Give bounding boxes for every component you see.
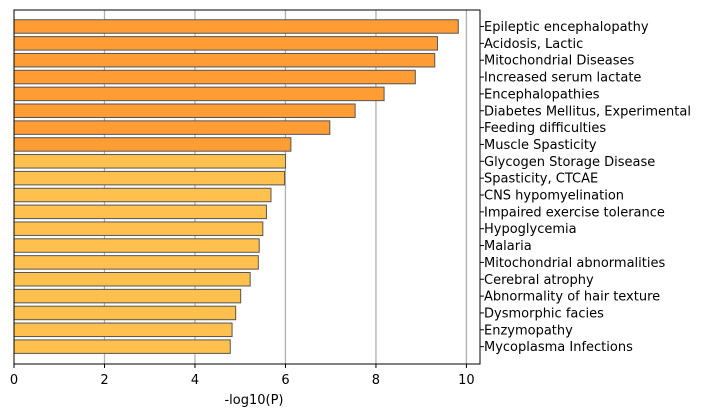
category-label: Enzymopathy — [484, 323, 573, 338]
x-tick-label: 8 — [372, 373, 380, 388]
bar — [13, 86, 385, 102]
bar — [13, 120, 331, 135]
category-label: CNS hypomyelination — [484, 189, 624, 204]
bar — [13, 322, 233, 338]
category-label: Abnormality of hair texture — [484, 290, 660, 305]
bar — [13, 69, 416, 85]
x-tick-label: 2 — [100, 373, 108, 388]
bar-series — [13, 19, 459, 354]
category-label: Mycoplasma Infections — [484, 340, 633, 355]
grid-lines — [103, 10, 468, 364]
category-label: Cerebral atrophy — [484, 273, 594, 288]
category-label: Feeding difficulties — [484, 121, 606, 136]
category-label: Impaired exercise tolerance — [484, 205, 665, 220]
bar — [13, 255, 259, 270]
bar — [13, 238, 260, 253]
bar — [13, 187, 272, 203]
x-axis-ticks: 0 2 4 6 8 10 — [10, 364, 475, 388]
bar — [13, 19, 459, 34]
category-label: Increased serum lactate — [484, 71, 641, 86]
bar — [13, 170, 286, 186]
bar — [13, 52, 436, 68]
category-label: Mitochondrial abnormalities — [484, 256, 665, 271]
bar — [13, 288, 242, 304]
bar — [13, 103, 356, 118]
category-label: Muscle Spasticity — [484, 138, 597, 153]
category-label: Epileptic encephalopathy — [484, 20, 649, 35]
category-label: Diabetes Mellitus, Experimental — [484, 104, 691, 119]
category-label: Encephalopathies — [484, 87, 600, 102]
bar — [13, 272, 251, 287]
plot-frame — [13, 9, 481, 365]
category-label: Spasticity, CTCAE — [484, 172, 598, 187]
x-tick-label: 10 — [458, 373, 475, 388]
bar — [13, 221, 264, 236]
category-label: Mitochondrial Diseases — [484, 54, 635, 69]
x-tick-label: 6 — [281, 373, 289, 388]
bar — [13, 305, 237, 321]
x-axis-label: -log10(P) — [224, 393, 283, 408]
bar — [13, 137, 292, 152]
category-label: Malaria — [484, 239, 532, 254]
category-labels: Epileptic encephalopathy Acidosis, Lactic… — [480, 20, 691, 355]
x-tick-label: 0 — [10, 373, 18, 388]
bar — [13, 36, 438, 51]
bar — [13, 204, 267, 220]
category-label: Dysmorphic facies — [484, 306, 604, 321]
x-tick-label: 4 — [191, 373, 199, 388]
category-label: Acidosis, Lactic — [484, 37, 583, 52]
bar — [13, 339, 231, 354]
bar — [13, 154, 286, 169]
category-label: Glycogen Storage Disease — [484, 155, 655, 170]
category-label: Hypoglycemia — [484, 222, 577, 237]
